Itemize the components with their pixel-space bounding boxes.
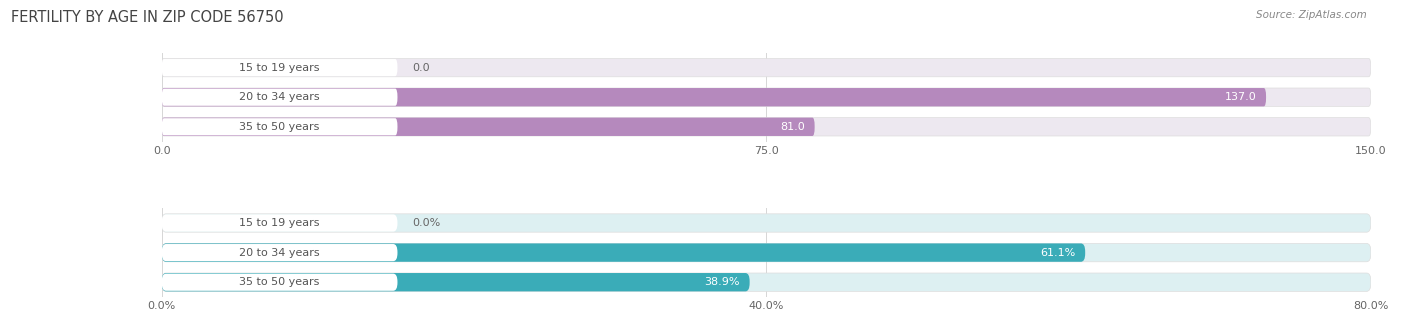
FancyBboxPatch shape (162, 88, 1265, 106)
FancyBboxPatch shape (162, 59, 398, 76)
Text: FERTILITY BY AGE IN ZIP CODE 56750: FERTILITY BY AGE IN ZIP CODE 56750 (11, 10, 284, 25)
FancyBboxPatch shape (162, 214, 1371, 232)
FancyBboxPatch shape (162, 118, 398, 135)
FancyBboxPatch shape (162, 88, 1371, 106)
Text: 38.9%: 38.9% (704, 277, 740, 287)
FancyBboxPatch shape (162, 244, 1371, 262)
Text: 35 to 50 years: 35 to 50 years (239, 277, 319, 287)
Text: 20 to 34 years: 20 to 34 years (239, 248, 321, 258)
Text: 15 to 19 years: 15 to 19 years (239, 63, 319, 73)
FancyBboxPatch shape (162, 273, 1371, 291)
Text: 35 to 50 years: 35 to 50 years (239, 122, 319, 132)
FancyBboxPatch shape (162, 214, 398, 232)
Text: 81.0: 81.0 (780, 122, 806, 132)
FancyBboxPatch shape (162, 117, 1371, 136)
Text: 61.1%: 61.1% (1040, 248, 1076, 258)
Text: 20 to 34 years: 20 to 34 years (239, 92, 321, 102)
FancyBboxPatch shape (162, 58, 1371, 77)
Text: Source: ZipAtlas.com: Source: ZipAtlas.com (1256, 10, 1367, 20)
FancyBboxPatch shape (162, 89, 398, 106)
Text: 0.0: 0.0 (412, 63, 430, 73)
Text: 0.0%: 0.0% (412, 218, 440, 228)
FancyBboxPatch shape (162, 273, 749, 291)
FancyBboxPatch shape (162, 117, 814, 136)
FancyBboxPatch shape (162, 274, 398, 291)
Text: 137.0: 137.0 (1225, 92, 1257, 102)
Text: 15 to 19 years: 15 to 19 years (239, 218, 319, 228)
FancyBboxPatch shape (162, 244, 398, 261)
FancyBboxPatch shape (162, 244, 1085, 262)
